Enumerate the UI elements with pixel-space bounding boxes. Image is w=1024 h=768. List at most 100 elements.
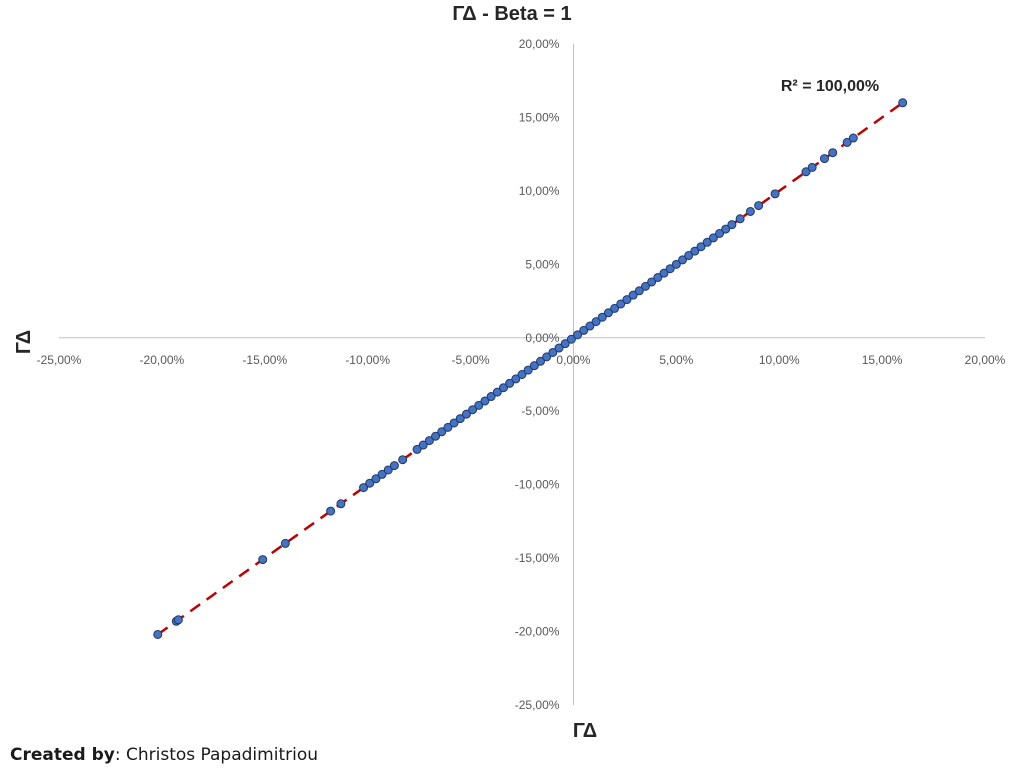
- data-point: [153, 629, 163, 639]
- data-point: [443, 422, 453, 432]
- data-point: [801, 167, 811, 177]
- data-point: [486, 392, 496, 402]
- data-point: [671, 259, 681, 269]
- y-tick-label: -10,00%: [515, 478, 560, 492]
- data-point: [523, 365, 533, 375]
- x-tick-label: 0,00%: [556, 353, 590, 367]
- y-tick-label: 0,00%: [525, 331, 559, 345]
- data-point: [616, 299, 626, 309]
- x-axis-title: ΓΔ: [573, 720, 597, 742]
- data-point: [628, 290, 638, 300]
- data-point: [498, 383, 508, 393]
- x-tick-label: 10,00%: [759, 353, 800, 367]
- x-tick-label: -5,00%: [452, 353, 490, 367]
- y-tick-label: 5,00%: [525, 257, 559, 271]
- data-point: [449, 418, 459, 428]
- data-point: [424, 436, 434, 446]
- data-point: [634, 286, 644, 296]
- data-point: [418, 440, 428, 450]
- data-point: [647, 277, 657, 287]
- x-tick-label: 20,00%: [965, 353, 1006, 367]
- data-point: [721, 224, 731, 234]
- data-point: [431, 431, 441, 441]
- data-point: [678, 255, 688, 265]
- data-point: [280, 538, 290, 548]
- data-point: [566, 334, 576, 344]
- data-point: [365, 478, 375, 488]
- data-point: [474, 400, 484, 410]
- data-point: [708, 233, 718, 243]
- data-point: [622, 295, 632, 305]
- data-point: [529, 361, 539, 371]
- x-tick-label: 15,00%: [862, 353, 903, 367]
- data-point: [492, 387, 502, 397]
- data-point: [640, 281, 650, 291]
- data-point: [684, 251, 694, 261]
- data-point: [770, 189, 780, 199]
- data-point: [715, 228, 725, 238]
- x-tick-label: -10,00%: [345, 353, 390, 367]
- data-point: [461, 409, 471, 419]
- data-point: [554, 343, 564, 353]
- y-tick-label: -5,00%: [521, 404, 559, 418]
- data-point: [727, 220, 737, 230]
- data-point: [359, 483, 369, 493]
- data-point: [377, 469, 387, 479]
- data-point: [828, 148, 838, 158]
- data-point: [326, 506, 336, 516]
- data-point: [517, 370, 527, 379]
- y-tick-label: -20,00%: [515, 625, 560, 639]
- data-point: [842, 137, 852, 147]
- data-point: [505, 378, 515, 388]
- data-point: [754, 201, 764, 211]
- data-point: [819, 154, 829, 164]
- data-point: [258, 555, 268, 565]
- credit-label: Created by: [10, 745, 115, 765]
- data-point: [511, 374, 521, 384]
- y-tick-labels: 20,00% 15,00% 10,00% 5,00% 0,00% -5,00% -10,00…: [515, 37, 560, 712]
- data-point: [585, 321, 595, 331]
- data-point: [696, 242, 706, 252]
- y-tick-label: -25,00%: [515, 698, 560, 712]
- data-point: [173, 615, 183, 625]
- data-point: [610, 303, 620, 313]
- data-point: [745, 206, 755, 216]
- data-point: [702, 237, 712, 247]
- data-point: [455, 414, 465, 424]
- x-tick-label: -20,00%: [140, 353, 185, 367]
- data-point: [848, 133, 858, 143]
- r-squared-label: R² = 100,00%: [781, 78, 879, 95]
- data-point: [573, 330, 583, 340]
- data-point: [468, 405, 478, 415]
- data-point: [807, 162, 817, 172]
- data-point: [480, 396, 490, 406]
- y-tick-label: 10,00%: [519, 184, 560, 198]
- data-point: [336, 499, 346, 509]
- data-point: [560, 339, 570, 349]
- x-tick-label: 5,00%: [659, 353, 693, 367]
- data-point: [603, 308, 613, 318]
- data-point: [665, 264, 675, 274]
- axes: [59, 44, 985, 705]
- y-tick-label: -15,00%: [515, 551, 560, 565]
- data-points: [153, 98, 908, 639]
- x-tick-label: -25,00%: [37, 353, 82, 367]
- data-point: [690, 246, 700, 256]
- data-point: [659, 268, 669, 278]
- chart-title: ΓΔ - Beta = 1: [452, 3, 571, 25]
- y-axis-title: ΓΔ: [13, 330, 35, 354]
- data-point: [437, 427, 447, 437]
- data-point: [383, 465, 393, 475]
- data-point: [735, 214, 745, 224]
- x-tick-label: -15,00%: [242, 353, 287, 367]
- data-point: [398, 455, 408, 465]
- data-point: [412, 444, 422, 454]
- y-tick-label: 15,00%: [519, 110, 560, 124]
- data-point: [653, 273, 663, 283]
- data-point: [579, 325, 589, 335]
- data-point: [597, 312, 607, 322]
- data-point: [898, 98, 908, 108]
- data-point: [389, 461, 399, 471]
- credit-name: : Christos Papadimitriou: [114, 745, 318, 765]
